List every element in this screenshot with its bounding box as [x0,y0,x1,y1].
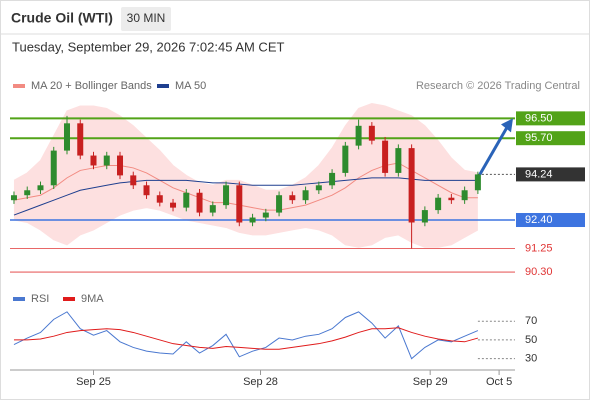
level-label: 96.50 [525,112,553,124]
credit: Research © 2026 Trading Central [416,80,580,92]
band-lower [13,207,479,248]
band-upper [13,102,478,191]
level-label: 95.70 [525,132,553,144]
candle-body [143,185,150,196]
candle-body [130,175,137,186]
candle-body [368,125,375,141]
x-tick-label: Oct 5 [486,376,512,388]
candle-body [117,155,124,176]
candle-body [262,212,269,218]
band-fill [13,103,478,248]
candle-body [249,217,256,223]
candle-body [329,172,336,186]
target-arrow [478,126,509,176]
level-label: 90.30 [525,266,553,278]
timestamp: Tuesday, September 29, 2026 7:02:45 AM C… [12,39,284,54]
legend-entry: MA 20 + Bollinger Bands [31,80,152,92]
candle-body [170,202,177,208]
legend-entry-swatch [157,84,169,88]
candle-body [156,195,163,203]
candle-body [382,140,389,173]
level-label-box [516,111,585,126]
candle-body [103,155,110,166]
interval: 30 MIN [127,11,166,25]
target-arrowhead [501,118,513,133]
indicator-tick-label: 70 [525,315,537,327]
interval-badge [121,7,171,31]
indicator-line [13,311,479,360]
x-tick-label: Sep 28 [243,376,278,388]
candle-body [448,197,455,201]
candle-body [63,123,70,151]
candle-body [461,190,468,201]
candle-body [408,148,415,223]
legend-entry: 9MA [81,293,104,305]
candle-body [50,150,57,186]
legend-entry-swatch [13,84,25,88]
candle-body [183,192,190,208]
level-label-box [516,131,585,146]
candle-body [421,210,428,223]
indicator-tick-label: 50 [525,334,537,346]
candle-body [474,174,481,191]
legend-entry-swatch [13,297,25,301]
level-label-box [516,167,585,182]
candle-body [196,192,203,213]
candle-body [289,195,296,201]
x-tick-label: Sep 29 [413,376,448,388]
indicator-line [13,327,479,350]
candle-body [236,185,243,223]
level-label: 92.40 [525,214,553,226]
candle-body [435,197,442,211]
level-label-box [516,213,585,228]
candle-body [395,148,402,173]
x-tick-label: Sep 25 [76,376,111,388]
level-label: 94.24 [525,168,553,180]
candle-body [302,190,309,201]
candle-body [90,155,97,166]
candle-body [24,190,31,196]
candle-body [209,205,216,213]
legend-entry: RSI [31,293,49,305]
legend-entry-swatch [63,297,75,301]
indicator-tick-label: 30 [525,353,537,365]
legend-entry: MA 50 [175,80,206,92]
candle-body [37,185,44,191]
candle-body [342,145,349,173]
candle-body [276,195,283,213]
level-label: 91.25 [525,242,553,254]
candle-body [10,195,17,201]
chart-title: Crude Oil (WTI) [11,10,113,26]
candle-body [355,125,362,146]
candle-body [315,185,322,191]
candle-body [77,123,84,156]
candle-body [223,185,230,206]
moving-average [13,177,478,216]
